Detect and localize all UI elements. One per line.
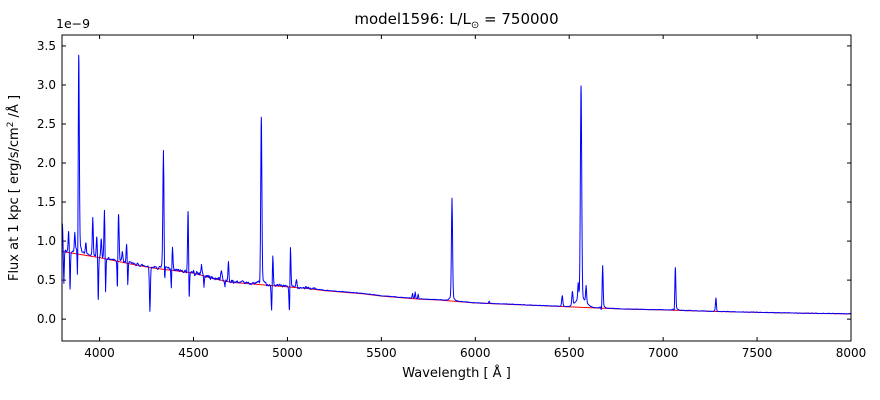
x-tick-label: 7000 (647, 346, 679, 360)
plot-title-value: = 750000 (479, 10, 559, 28)
axis-tick-marks (62, 35, 852, 341)
x-tick-label: 6000 (460, 346, 491, 360)
axes-frame (61, 34, 852, 342)
x-tick-label: 8000 (835, 346, 867, 360)
plot-title-text: model1596: L/L (354, 10, 471, 28)
x-tick-label: 4000 (84, 346, 115, 360)
y-tick-label: 3.0 (36, 77, 56, 92)
x-tick-label: 6500 (553, 346, 585, 360)
x-tick-label: 4500 (178, 346, 209, 360)
sun-symbol: ⊙ (470, 20, 480, 31)
spectrum-line (62, 54, 851, 315)
plot-title: model1596: L/L⊙ = 750000 (62, 10, 851, 35)
x-tick-label: 7500 (741, 346, 773, 360)
x-tick-label: 5000 (272, 346, 303, 360)
y-tick-label: 1.5 (36, 195, 56, 210)
y-tick-label: 2.0 (36, 156, 56, 171)
model-continuum-line (62, 250, 851, 315)
x-tick-label: 5500 (366, 346, 397, 360)
y-tick-label: 0.5 (36, 273, 56, 288)
y-tick-label: 3.5 (36, 38, 56, 53)
y-axis-offset-text: 1e−9 (56, 16, 91, 31)
y-tick-label: 1.0 (36, 234, 56, 249)
x-axis-label: Wavelength [ Å ] (402, 366, 511, 381)
y-tick-label: 0.0 (36, 312, 56, 327)
y-tick-label: 2.5 (36, 116, 56, 131)
